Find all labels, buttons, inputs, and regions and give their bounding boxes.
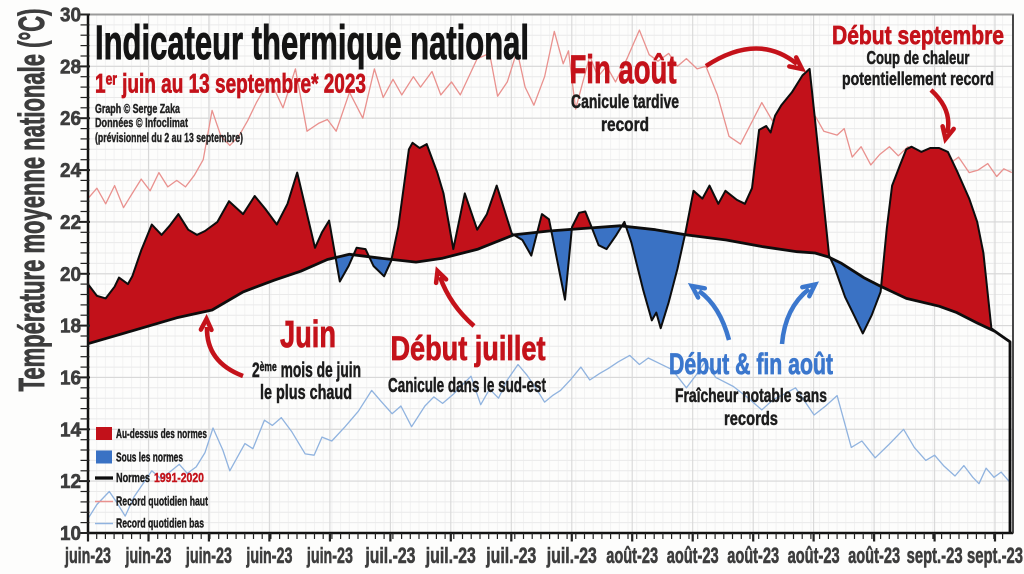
- svg-text:potentiellement record: potentiellement record: [842, 69, 994, 89]
- svg-text:Coup de chaleur: Coup de chaleur: [867, 48, 970, 68]
- svg-text:juin-23: juin-23: [306, 543, 353, 568]
- svg-text:Température moyenne nationale: Température moyenne nationale (°C): [11, 9, 52, 392]
- svg-text:14: 14: [60, 419, 82, 441]
- svg-text:18: 18: [60, 316, 81, 338]
- svg-text:Au-dessus des normes: Au-dessus des normes: [116, 426, 207, 441]
- svg-text:Canicule tardive: Canicule tardive: [571, 92, 679, 113]
- svg-text:Record quotidien haut: Record quotidien haut: [116, 494, 208, 509]
- svg-text:records: records: [724, 409, 778, 430]
- svg-text:août-23: août-23: [848, 543, 900, 568]
- svg-text:Canicule dans le sud-est: Canicule dans le sud-est: [388, 375, 546, 397]
- svg-text:Record quotidien bas: Record quotidien bas: [116, 516, 204, 531]
- svg-text:juin-23: juin-23: [125, 543, 172, 568]
- svg-text:22: 22: [60, 212, 81, 234]
- svg-text:août-23: août-23: [727, 543, 779, 568]
- svg-text:1er juin au 13 septembre* 2023: 1er juin au 13 septembre* 2023: [95, 69, 366, 99]
- svg-text:Fin août: Fin août: [570, 48, 677, 92]
- svg-text:août-23: août-23: [606, 543, 658, 568]
- svg-text:juin-23: juin-23: [64, 543, 111, 568]
- svg-text:août-23: août-23: [667, 543, 719, 568]
- svg-text:juil.-23: juil.-23: [425, 543, 476, 568]
- svg-text:Indicateur thermique national: Indicateur thermique national: [95, 17, 529, 70]
- svg-text:juin-23: juin-23: [185, 543, 232, 568]
- svg-text:26: 26: [60, 108, 81, 130]
- svg-text:Fraîcheur notable sans: Fraîcheur notable sans: [675, 386, 827, 407]
- svg-text:Début septembre: Début septembre: [832, 20, 1004, 50]
- svg-text:28: 28: [60, 56, 81, 78]
- svg-text:le plus chaud: le plus chaud: [260, 382, 352, 404]
- svg-text:20: 20: [60, 264, 81, 286]
- svg-text:record: record: [601, 115, 649, 136]
- svg-text:10: 10: [60, 523, 81, 545]
- svg-text:2ème mois de juin: 2ème mois de juin: [252, 359, 361, 382]
- svg-text:sept.-23: sept.-23: [907, 543, 963, 568]
- svg-text:16: 16: [60, 367, 81, 389]
- svg-text:juil.-23: juil.-23: [365, 543, 416, 568]
- svg-text:Graph © Serge Zaka: Graph © Serge Zaka: [95, 101, 181, 116]
- svg-text:12: 12: [60, 471, 81, 493]
- svg-text:août-23: août-23: [788, 543, 840, 568]
- svg-text:juil.-23: juil.-23: [546, 543, 597, 568]
- svg-text:sept.-23: sept.-23: [967, 543, 1023, 568]
- svg-text:Normes: Normes: [116, 470, 150, 485]
- svg-text:Juin: Juin: [280, 314, 336, 356]
- svg-text:Données © Infoclimat: Données © Infoclimat: [95, 115, 188, 130]
- svg-text:1991-2020: 1991-2020: [154, 470, 204, 485]
- svg-text:Sous les normes: Sous les normes: [116, 450, 183, 465]
- svg-text:juil.-23: juil.-23: [486, 543, 537, 568]
- svg-text:(prévisionnel du 2 au 13 septe: (prévisionnel du 2 au 13 septembre): [95, 130, 243, 145]
- svg-text:24: 24: [60, 160, 82, 182]
- svg-text:Début juillet: Début juillet: [391, 330, 546, 368]
- svg-text:30: 30: [60, 5, 81, 27]
- svg-text:juin-23: juin-23: [246, 543, 293, 568]
- svg-text:Début & fin août: Début & fin août: [669, 348, 833, 381]
